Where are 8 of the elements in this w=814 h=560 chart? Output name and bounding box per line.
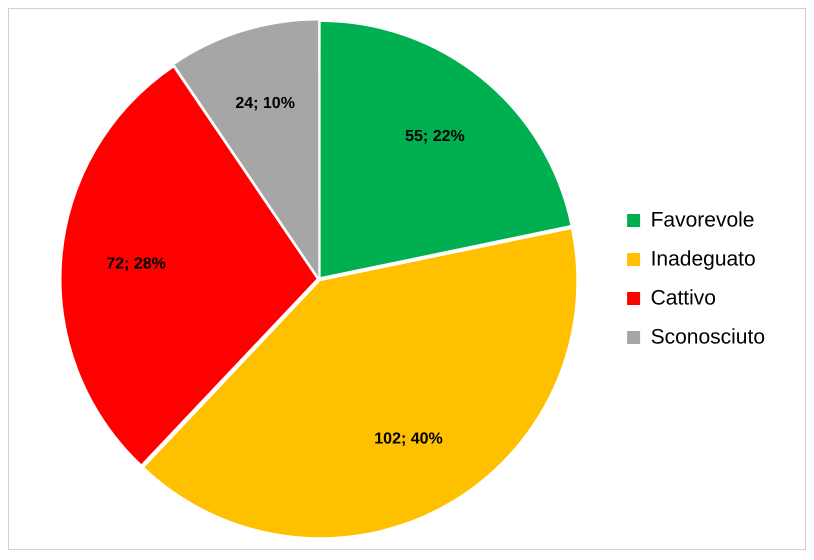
legend-label: Sconosciuto [650, 325, 766, 348]
data-label: 102; 40% [374, 430, 443, 448]
legend-label: Cattivo [650, 286, 716, 310]
data-label: 24; 10% [235, 94, 295, 112]
legend-label: Inadeguato [650, 247, 756, 270]
data-label: 72; 28% [106, 256, 166, 273]
data-label: 55; 22% [405, 128, 465, 145]
legend-label: Favorevole [650, 208, 754, 232]
